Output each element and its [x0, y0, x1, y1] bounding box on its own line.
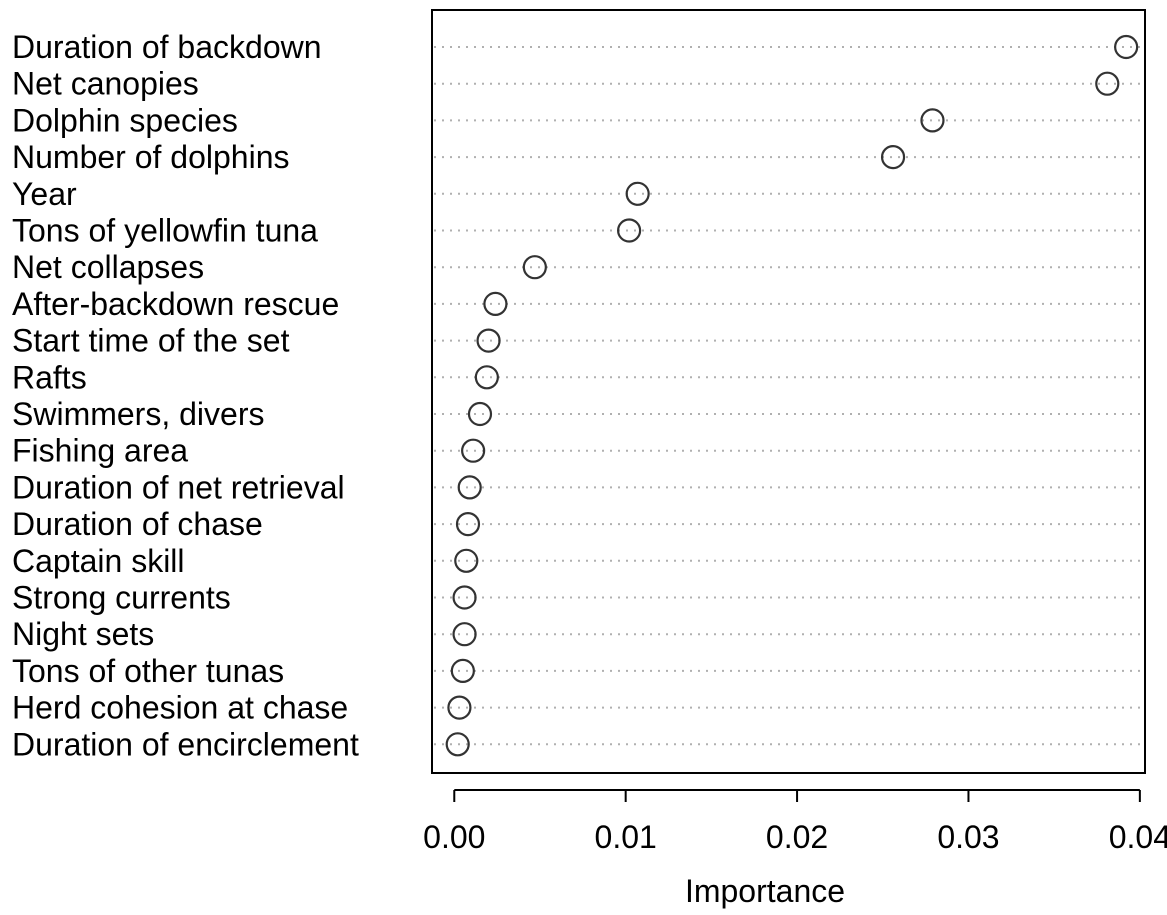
category-label: Start time of the set — [12, 323, 290, 359]
category-label: Tons of yellowfin tuna — [12, 213, 318, 249]
category-label: Year — [12, 176, 77, 212]
data-point — [450, 658, 475, 684]
category-label: After-backdown rescue — [12, 286, 339, 322]
data-point — [617, 218, 642, 243]
data-point — [452, 585, 477, 610]
category-label: Dolphin species — [12, 102, 238, 138]
plot-frame — [431, 9, 1146, 774]
data-point — [445, 732, 470, 757]
category-label: Number of dolphins — [12, 139, 289, 175]
x-axis: 0.00 0.01 0.02 0.03 0.04 — [423, 789, 1167, 855]
data-points — [445, 34, 1139, 757]
x-tick-label: 0.04 — [1109, 819, 1167, 855]
category-label: Captain skill — [12, 543, 185, 579]
data-point — [1114, 34, 1139, 60]
x-tick-label: 0.00 — [423, 819, 485, 855]
data-point — [483, 291, 508, 316]
x-tick-label: 0.01 — [595, 819, 657, 855]
category-label: Rafts — [12, 359, 87, 395]
data-point — [880, 145, 906, 170]
data-point — [457, 475, 482, 500]
guide-lines — [434, 46, 1143, 746]
category-label: Net collapses — [12, 249, 204, 285]
category-label: Swimmers, divers — [12, 396, 264, 432]
data-point — [1095, 71, 1120, 96]
data-point — [447, 695, 472, 720]
data-point — [452, 622, 477, 647]
category-label: Duration of chase — [12, 506, 263, 542]
category-label: Tons of other tunas — [12, 653, 284, 689]
data-point — [522, 255, 547, 280]
category-label: Fishing area — [12, 433, 188, 469]
data-point — [461, 438, 486, 463]
data-point — [476, 328, 501, 353]
category-label: Duration of encirclement — [12, 726, 359, 762]
x-tick-label: 0.03 — [937, 819, 999, 855]
category-label: Duration of backdown — [12, 29, 322, 65]
data-point — [920, 108, 945, 133]
category-label: Strong currents — [12, 580, 231, 616]
category-label: Night sets — [12, 616, 154, 652]
data-point — [454, 548, 479, 573]
data-point — [625, 181, 650, 206]
data-point — [455, 511, 481, 537]
category-label: Herd cohesion at chase — [12, 690, 348, 726]
x-tick-label: 0.02 — [766, 819, 828, 855]
category-label: Duration of net retrieval — [12, 469, 345, 505]
data-point — [467, 401, 493, 427]
category-label: Net canopies — [12, 66, 199, 102]
data-point — [474, 365, 499, 390]
x-axis-title: Importance — [685, 873, 845, 909]
